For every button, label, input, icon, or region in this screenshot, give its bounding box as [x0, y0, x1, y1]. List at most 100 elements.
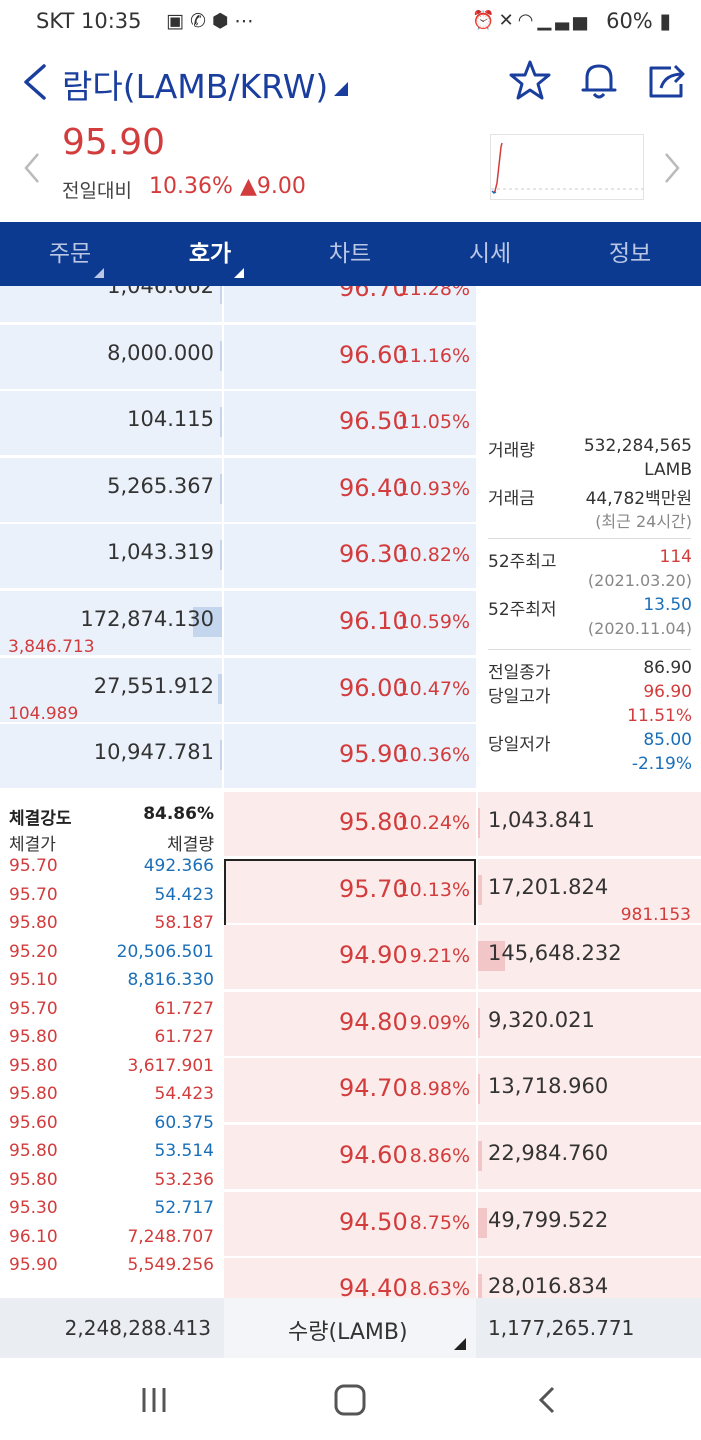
- bid-qty-cell[interactable]: 17,201.824 981.153: [478, 858, 701, 925]
- ask-price: 96.30: [339, 540, 408, 569]
- bid-row[interactable]: 94.70 8.98% 13,718.960: [224, 1058, 701, 1123]
- bid-qty-cell[interactable]: 145,648.232: [478, 925, 701, 990]
- mini-chart[interactable]: [490, 134, 645, 200]
- bid-qty-cell[interactable]: 28,016.834: [478, 1258, 701, 1298]
- trade-price: 96.10: [9, 1226, 58, 1247]
- bid-price-cell[interactable]: 94.40 8.63%: [224, 1258, 476, 1298]
- ask-qty-change: 104.989: [8, 703, 79, 724]
- back-icon[interactable]: [528, 1380, 568, 1420]
- ask-price-cell[interactable]: 96.00 10.47%: [224, 657, 476, 722]
- signal-icon: ▁▃▅: [537, 10, 591, 31]
- trade-price: 95.10: [9, 970, 58, 990]
- bid-price: 95.80: [339, 808, 408, 836]
- ask-qty-cell[interactable]: 5,265.367: [0, 457, 222, 522]
- bid-qty-cell[interactable]: 22,984.760: [478, 1125, 701, 1189]
- bid-row[interactable]: 94.90 9.21% 145,648.232: [224, 925, 701, 990]
- trade-qty: 20,506.501: [116, 941, 214, 962]
- ask-qty-cell[interactable]: 1,043.319: [0, 524, 222, 589]
- bid-price-cell[interactable]: 94.70 8.98%: [224, 1058, 476, 1123]
- trade-history-panel[interactable]: 체결강도 84.86% 체결가 체결량 95.70 492.366 95.70 54.…: [0, 794, 222, 1298]
- bid-row[interactable]: 95.80 10.24% 1,043.841: [224, 792, 701, 856]
- bid-price-cell[interactable]: 95.80 10.24%: [224, 792, 476, 856]
- bid-price-cell[interactable]: 95.70 10.13%: [224, 858, 476, 927]
- ask-row[interactable]: 8,000.000 96.60 11.16%: [0, 324, 476, 389]
- amount-value: 44,782백만원: [585, 489, 692, 509]
- bid-qty: 9,320.021: [488, 1007, 595, 1032]
- unit-selector[interactable]: 수량(LAMB): [224, 1298, 476, 1358]
- prev-coin-arrow-icon[interactable]: [20, 150, 44, 186]
- trade-qty: 53.514: [154, 1141, 214, 1161]
- ask-row[interactable]: 172,874.130 3,846.713 96.10 10.59%: [0, 591, 476, 657]
- share-icon[interactable]: [645, 58, 689, 102]
- trade-qty: 5,549.256: [127, 1255, 214, 1275]
- bid-rate: 8.86%: [409, 1145, 470, 1167]
- order-summary-bar: 2,248,288.413 수량(LAMB) 1,177,265.771: [0, 1298, 701, 1358]
- page-title[interactable]: 람다(LAMB/KRW): [62, 67, 329, 106]
- bid-row[interactable]: 94.50 8.75% 49,799.522: [224, 1191, 701, 1256]
- favorite-star-icon[interactable]: [508, 58, 552, 102]
- bid-row[interactable]: 95.70 10.13% 17,201.824 981.153: [224, 858, 701, 927]
- recent-apps-icon[interactable]: [134, 1380, 174, 1420]
- tab-orderbook-label: 호가: [188, 241, 232, 267]
- tab-orderbook[interactable]: 호가: [140, 222, 280, 286]
- ask-price-cell[interactable]: 96.60 11.16%: [224, 324, 476, 389]
- ask-price-cell[interactable]: 96.30 10.82%: [224, 524, 476, 589]
- ask-qty-cell[interactable]: 104.115: [0, 391, 222, 456]
- ask-price-cell[interactable]: 96.40 10.93%: [224, 457, 476, 522]
- amount-label: 거래금: [488, 489, 535, 509]
- ask-row[interactable]: 27,551.912 104.989 96.00 10.47%: [0, 657, 476, 724]
- ask-qty: 1,046.662: [107, 286, 214, 298]
- ask-rate: 10.93%: [397, 477, 470, 500]
- ask-qty: 8,000.000: [107, 340, 214, 365]
- ask-price-cell[interactable]: 95.90 10.36%: [224, 724, 476, 789]
- ask-row[interactable]: 1,046.662 96.70 11.28%: [0, 286, 476, 322]
- ask-rate: 11.05%: [397, 411, 470, 434]
- ask-row[interactable]: 104.115 96.50 11.05%: [0, 391, 476, 456]
- trade-qty: 8,816.330: [127, 970, 214, 990]
- bid-qty-bar: [478, 1207, 487, 1238]
- ask-qty-cell[interactable]: 172,874.130 3,846.713: [0, 591, 222, 657]
- bid-qty-cell[interactable]: 49,799.522: [478, 1191, 701, 1256]
- trade-row: 95.80 53.236: [0, 1170, 222, 1198]
- change-rate: 10.36%: [149, 174, 233, 199]
- bid-price: 94.70: [339, 1074, 408, 1103]
- bid-qty-cell[interactable]: 9,320.021: [478, 991, 701, 1056]
- bid-price-cell[interactable]: 94.80 9.09%: [224, 991, 476, 1056]
- trade-price: 95.60: [9, 1112, 58, 1133]
- bid-price-cell[interactable]: 94.60 8.86%: [224, 1125, 476, 1189]
- high52-label: 52주최고: [488, 552, 557, 572]
- back-arrow-icon[interactable]: [18, 62, 54, 102]
- next-coin-arrow-icon[interactable]: [660, 150, 684, 186]
- tab-info[interactable]: 정보: [560, 222, 700, 286]
- ask-row[interactable]: 5,265.367 96.40 10.93%: [0, 457, 476, 522]
- bid-row[interactable]: 94.40 8.63% 28,016.834: [224, 1258, 701, 1298]
- ask-qty-cell[interactable]: 1,046.662: [0, 286, 222, 322]
- ask-qty: 1,043.319: [107, 540, 214, 565]
- bid-price-cell[interactable]: 94.90 9.21%: [224, 925, 476, 990]
- alarm-bell-icon[interactable]: [577, 58, 621, 102]
- ask-row[interactable]: 10,947.781 95.90 10.36%: [0, 724, 476, 789]
- ask-price-cell[interactable]: 96.10 10.59%: [224, 591, 476, 655]
- trade-qty: 61.727: [154, 1027, 214, 1047]
- tab-chart[interactable]: 차트: [280, 222, 420, 286]
- ask-qty-bar: [218, 673, 222, 704]
- ask-qty-cell[interactable]: 27,551.912 104.989: [0, 657, 222, 724]
- trade-qty: 61.727: [154, 998, 214, 1019]
- home-icon[interactable]: [330, 1380, 370, 1420]
- bid-row[interactable]: 94.80 9.09% 9,320.021: [224, 991, 701, 1056]
- tab-order[interactable]: 주문: [0, 222, 140, 286]
- ask-price-cell[interactable]: 96.50 11.05%: [224, 391, 476, 456]
- title-dropdown-caret-icon[interactable]: [334, 82, 348, 96]
- bid-row[interactable]: 94.60 8.86% 22,984.760: [224, 1125, 701, 1189]
- ask-qty-cell[interactable]: 8,000.000: [0, 324, 222, 389]
- tab-market[interactable]: 시세: [420, 222, 560, 286]
- ask-qty-cell[interactable]: 10,947.781: [0, 724, 222, 789]
- ask-row[interactable]: 1,043.319 96.30 10.82%: [0, 524, 476, 589]
- ask-price-cell[interactable]: 96.70 11.28%: [224, 286, 476, 322]
- bid-qty: 13,718.960: [488, 1074, 609, 1099]
- order-book[interactable]: 1,046.662 96.70 11.28% 8,000.000 96.60 11.16%…: [0, 286, 701, 1298]
- bid-price-cell[interactable]: 94.50 8.75%: [224, 1191, 476, 1256]
- bid-qty-cell[interactable]: 1,043.841: [478, 792, 701, 856]
- bid-qty-cell[interactable]: 13,718.960: [478, 1058, 701, 1123]
- bid-rate: 9.21%: [409, 945, 470, 968]
